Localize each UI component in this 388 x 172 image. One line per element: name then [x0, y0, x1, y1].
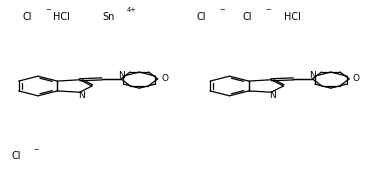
- Text: O: O: [353, 74, 360, 83]
- Text: HCl: HCl: [53, 12, 69, 22]
- Text: Cl: Cl: [23, 12, 32, 22]
- Text: O: O: [161, 74, 168, 83]
- Text: −: −: [220, 7, 225, 13]
- Text: HCl: HCl: [284, 12, 301, 22]
- Text: Cl: Cl: [197, 12, 206, 22]
- Text: Cl: Cl: [242, 12, 252, 22]
- Text: 4+: 4+: [126, 7, 136, 13]
- Text: N: N: [78, 92, 85, 100]
- Text: Cl: Cl: [11, 151, 21, 161]
- Text: −: −: [265, 7, 270, 13]
- Text: N: N: [118, 71, 125, 80]
- Text: N: N: [269, 92, 276, 100]
- Text: −: −: [45, 7, 51, 13]
- Text: N: N: [309, 71, 316, 80]
- Text: −: −: [34, 147, 39, 153]
- Text: Sn: Sn: [102, 12, 115, 22]
